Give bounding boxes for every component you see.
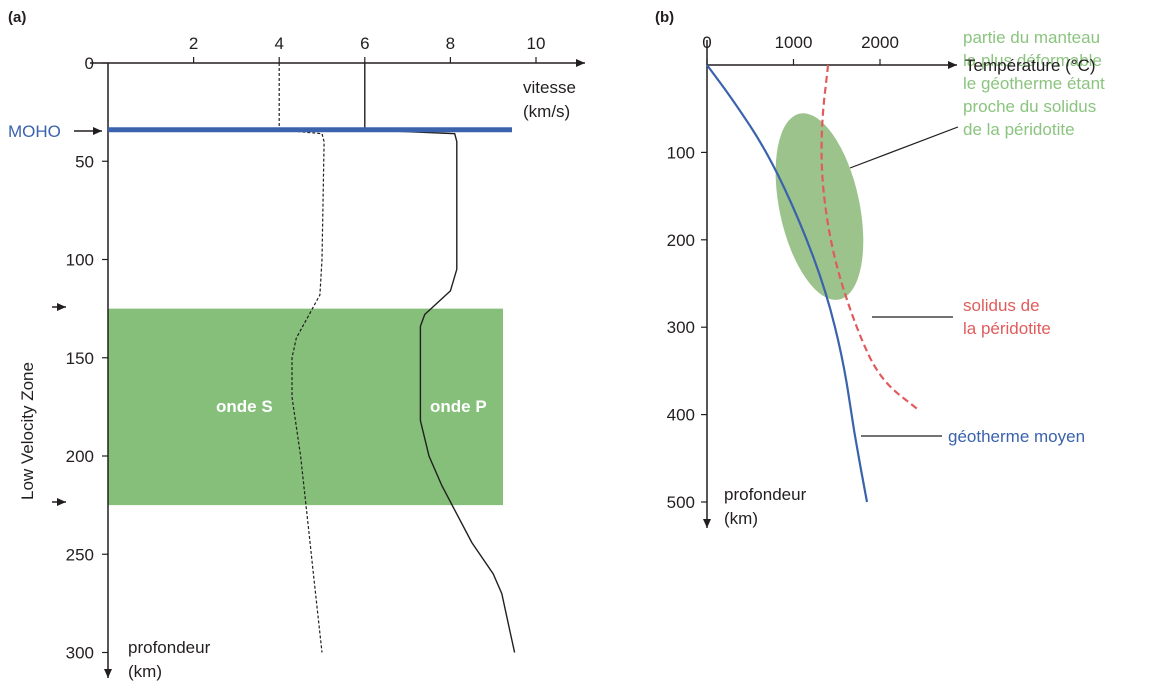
low-velocity-zone-band bbox=[108, 308, 503, 506]
panel-b-y-tick-label: 400 bbox=[667, 406, 695, 425]
ellipse-leader-line bbox=[849, 126, 959, 169]
solidus-label-line2: la péridotite bbox=[963, 319, 1051, 338]
panel-a-y-tick-label: 0 bbox=[85, 54, 94, 73]
panel-a-x-label-line1: vitesse bbox=[523, 78, 576, 97]
panel-b-x-tick-label: 0 bbox=[702, 33, 711, 52]
panel-b-y-label-line2: (km) bbox=[724, 509, 758, 528]
panel-b-y-tick-label: 500 bbox=[667, 493, 695, 512]
ellipse-label-line1: partie du manteau bbox=[963, 28, 1100, 47]
panel-b-x-tick-label: 1000 bbox=[775, 33, 813, 52]
series-p-label: onde P bbox=[430, 397, 487, 416]
ellipse-label-line3: le géotherme étant bbox=[963, 74, 1105, 93]
panel-a-y-label-line1: profondeur bbox=[128, 638, 211, 657]
panel-a-y-label-line2: (km) bbox=[128, 662, 162, 681]
panel-a-y-tick-label: 100 bbox=[66, 251, 94, 270]
panel-a-y-tick-label: 300 bbox=[66, 644, 94, 663]
panel-a-y-tick-label: 250 bbox=[66, 545, 94, 564]
panel-a-x-tick-label: 2 bbox=[189, 34, 198, 53]
panel-b-y-tick-label: 300 bbox=[667, 318, 695, 337]
panel-a-x-tick-label: 6 bbox=[360, 34, 369, 53]
panel-b-y-label-line1: profondeur bbox=[724, 485, 807, 504]
panel-a-label: (a) bbox=[8, 9, 26, 26]
panel-a-x-ticks: 2 4 6 8 10 bbox=[189, 34, 546, 63]
geotherm-label: géotherme moyen bbox=[948, 427, 1085, 446]
panel-b-geotherm-chart: (b) 0 1000 2000 100 200 300 400 500 partie du … bbox=[655, 9, 1105, 528]
panel-a-y-ticks: 0 50 100 150 200 250 300 bbox=[66, 54, 108, 663]
panel-b-x-tick-label: 2000 bbox=[861, 33, 899, 52]
panel-b-x-ticks: 0 1000 2000 bbox=[702, 33, 899, 65]
panel-a-x-tick-label: 8 bbox=[446, 34, 455, 53]
panel-b-label: (b) bbox=[655, 9, 674, 26]
panel-b-y-tick-label: 100 bbox=[667, 143, 695, 162]
panel-b-x-label: Température (°C) bbox=[965, 56, 1096, 75]
series-s-wave-line bbox=[278, 63, 325, 653]
low-velocity-zone-label: Low Velocity Zone bbox=[18, 362, 37, 500]
series-p-wave-line bbox=[364, 63, 516, 653]
series-solidus-line bbox=[820, 64, 920, 412]
panel-b-y-tick-label: 200 bbox=[667, 231, 695, 250]
panel-b-y-ticks: 100 200 300 400 500 bbox=[667, 143, 707, 512]
panel-a-x-label-line2: (km/s) bbox=[523, 102, 570, 121]
ellipse-label-line5: de la péridotite bbox=[963, 120, 1075, 139]
panel-a-x-tick-label: 10 bbox=[527, 34, 546, 53]
ellipse-label-line4: proche du solidus bbox=[963, 97, 1096, 116]
panel-a-y-tick-label: 200 bbox=[66, 447, 94, 466]
panel-a-seismic-velocity-chart: (a) 2 4 6 8 10 0 50 100 150 200 250 300 MOHO Low V… bbox=[8, 9, 585, 681]
panel-a-x-tick-label: 4 bbox=[274, 34, 283, 53]
moho-label: MOHO bbox=[8, 122, 61, 141]
panel-a-y-tick-label: 150 bbox=[66, 349, 94, 368]
deformable-mantle-ellipse bbox=[775, 113, 864, 300]
solidus-label-line1: solidus de bbox=[963, 296, 1040, 315]
ellipse-label-line2: la plus déformable bbox=[963, 51, 1102, 70]
series-s-label: onde S bbox=[216, 397, 273, 416]
series-geotherm-line bbox=[706, 64, 869, 503]
panel-a-y-tick-label: 50 bbox=[75, 152, 94, 171]
